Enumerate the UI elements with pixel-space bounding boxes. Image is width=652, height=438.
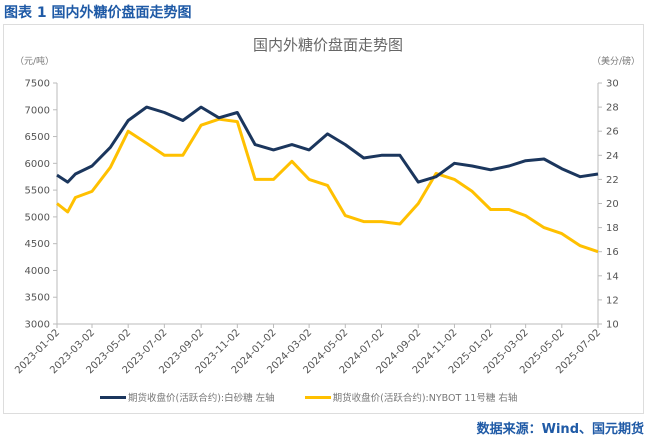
y-right-tick-label: 26 bbox=[606, 127, 619, 138]
y-right-tick-label: 30 bbox=[606, 79, 619, 90]
y-left-tick-label: 7500 bbox=[25, 79, 50, 90]
y-left-tick-label: 4500 bbox=[25, 239, 50, 250]
chart-title: 国内外糖价盘面走势图 bbox=[253, 36, 403, 54]
y-left-tick-label: 4000 bbox=[25, 266, 50, 277]
legend-item-nybot-sugar: 期货收盘价(活跃合约):NYBOT 11号糖 右轴 bbox=[304, 390, 518, 404]
series-line-nybot-sugar bbox=[56, 117, 599, 254]
legend-swatch bbox=[304, 395, 331, 399]
legend-item-white-sugar: 期货收盘价(活跃合约):白砂糖 左轴 bbox=[100, 390, 275, 404]
y-left-tick-label: 7000 bbox=[25, 105, 50, 116]
y-left-unit: （元/吨） bbox=[15, 55, 54, 67]
y-right-tick-label: 16 bbox=[606, 247, 619, 258]
legend-swatch bbox=[100, 395, 126, 399]
y-left-tick-label: 6000 bbox=[25, 159, 50, 170]
y-left-tick-label: 5500 bbox=[25, 186, 50, 197]
y-left-tick-label: 3500 bbox=[25, 293, 50, 304]
figure-label: 图表 1 国内外糖价盘面走势图 bbox=[4, 5, 192, 21]
legend: 期货收盘价(活跃合约):白砂糖 左轴 期货收盘价(活跃合约):NYBOT 11号… bbox=[100, 390, 517, 404]
chart-frame bbox=[3, 24, 644, 414]
series-line-white-sugar bbox=[56, 105, 599, 184]
legend-label: 期货收盘价(活跃合约):白砂糖 左轴 bbox=[128, 393, 275, 404]
y-right-tick-label: 28 bbox=[606, 103, 619, 114]
y-left-tick-label: 6500 bbox=[25, 132, 50, 143]
y-right-tick-label: 24 bbox=[606, 151, 619, 162]
y-right-tick-label: 10 bbox=[606, 320, 619, 331]
y-right-tick-label: 22 bbox=[606, 175, 619, 186]
y-left-tick-label: 3000 bbox=[25, 320, 50, 331]
y-right-unit: （美分/磅） bbox=[592, 55, 640, 67]
y-right-tick-label: 14 bbox=[606, 271, 619, 282]
y-right-tick-label: 20 bbox=[606, 199, 619, 210]
y-left-tick-label: 5000 bbox=[25, 212, 50, 223]
legend-label: 期货收盘价(活跃合约):NYBOT 11号糖 右轴 bbox=[332, 393, 518, 404]
y-right-tick-label: 12 bbox=[606, 295, 619, 306]
y-right-tick-label: 18 bbox=[606, 223, 619, 234]
data-source: 数据来源：Wind、国元期货 bbox=[476, 422, 644, 437]
